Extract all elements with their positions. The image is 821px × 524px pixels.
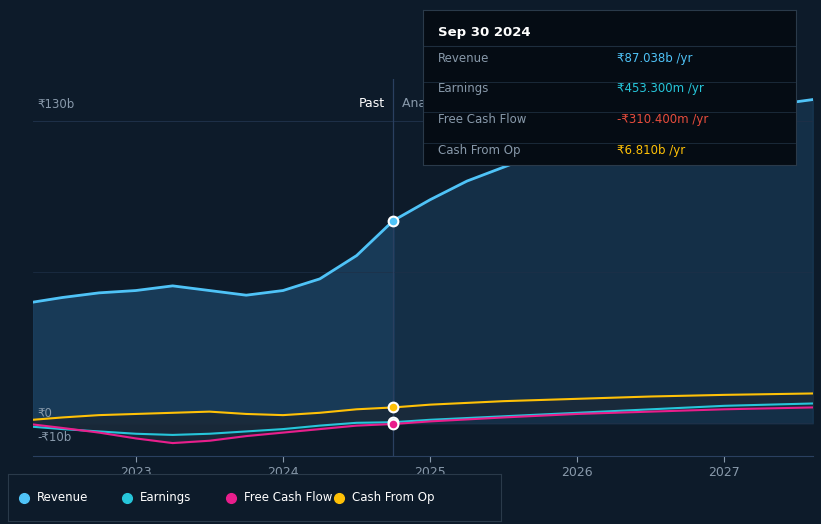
Text: Revenue: Revenue: [37, 492, 88, 504]
Text: Cash From Op: Cash From Op: [352, 492, 434, 504]
Text: ₹453.300m /yr: ₹453.300m /yr: [617, 82, 704, 95]
Text: ₹130b: ₹130b: [37, 98, 75, 111]
Text: Analysts Forecasts: Analysts Forecasts: [402, 97, 519, 110]
Text: Cash From Op: Cash From Op: [438, 144, 521, 157]
Text: -₹10b: -₹10b: [37, 431, 71, 444]
Text: Revenue: Revenue: [438, 52, 489, 65]
Text: Sep 30 2024: Sep 30 2024: [438, 26, 530, 39]
Text: Earnings: Earnings: [140, 492, 191, 504]
Text: Earnings: Earnings: [438, 82, 489, 95]
Text: ₹0: ₹0: [37, 407, 52, 420]
Text: ₹87.038b /yr: ₹87.038b /yr: [617, 52, 693, 65]
Text: -₹310.400m /yr: -₹310.400m /yr: [617, 113, 709, 126]
Text: Free Cash Flow: Free Cash Flow: [438, 113, 526, 126]
Text: ₹6.810b /yr: ₹6.810b /yr: [617, 144, 686, 157]
Text: Past: Past: [359, 97, 384, 110]
Text: Free Cash Flow: Free Cash Flow: [244, 492, 332, 504]
